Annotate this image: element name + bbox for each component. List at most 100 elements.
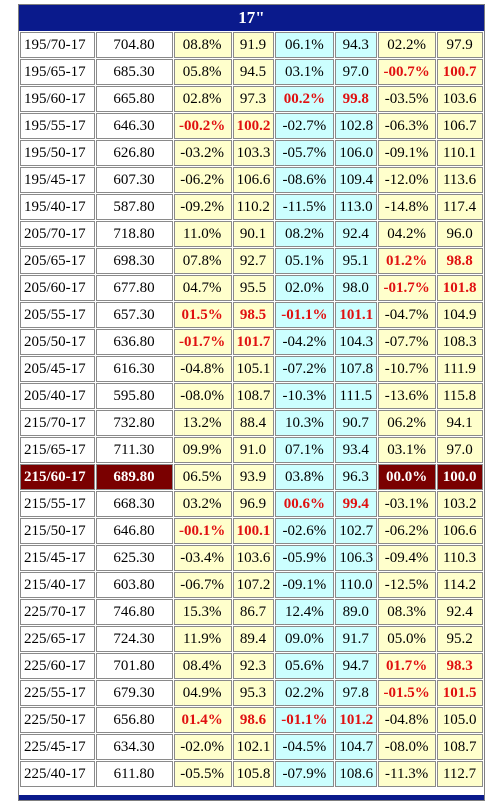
- cell-size: 225/40-17: [20, 761, 96, 787]
- table-row: 215/70-17 732.80 13.2% 88.4 10.3% 90.7 06.2% 94…: [20, 410, 483, 436]
- cell-c1: 11.9%: [173, 626, 232, 652]
- cell-c1: -00.2%: [173, 113, 232, 139]
- table-title: 17": [19, 5, 484, 31]
- cell-c4: 106.0: [335, 140, 378, 166]
- cell-c3: -07.2%: [275, 356, 335, 382]
- cell-price: 732.80: [96, 410, 173, 436]
- cell-size: 205/55-17: [20, 302, 96, 328]
- table-row: 205/40-17 595.80 -08.0% 108.7 -10.3% 111.5 -13…: [20, 383, 483, 409]
- cell-c6: 113.6: [437, 167, 483, 193]
- cell-c4: 89.0: [335, 599, 378, 625]
- cell-price: 646.30: [96, 113, 173, 139]
- cell-price: 636.80: [96, 329, 173, 355]
- cell-c4: 102.7: [335, 518, 378, 544]
- cell-c5: -03.1%: [378, 491, 437, 517]
- cell-price: 665.80: [96, 86, 173, 112]
- tire-size-table: 195/70-17 704.80 08.8% 91.9 06.1% 94.3 02.2% 97…: [19, 31, 484, 788]
- cell-c4: 91.7: [335, 626, 378, 652]
- cell-c1: -02.0%: [173, 734, 232, 760]
- cell-c1: -01.7%: [173, 329, 232, 355]
- cell-c1: -03.2%: [173, 140, 232, 166]
- cell-price: 746.80: [96, 599, 173, 625]
- cell-size: 205/50-17: [20, 329, 96, 355]
- cell-c4: 110.0: [335, 572, 378, 598]
- table-row: 205/65-17 698.30 07.8% 92.7 05.1% 95.1 01.2% 98…: [20, 248, 483, 274]
- cell-c2: 86.7: [232, 599, 275, 625]
- cell-size: 225/50-17: [20, 707, 96, 733]
- cell-price: 724.30: [96, 626, 173, 652]
- cell-c5: -11.3%: [378, 761, 437, 787]
- cell-c3: -09.1%: [275, 572, 335, 598]
- cell-c6: 104.9: [437, 302, 483, 328]
- cell-c6: 96.0: [437, 221, 483, 247]
- cell-c1: 01.5%: [173, 302, 232, 328]
- cell-c3: 00.6%: [275, 491, 335, 517]
- cell-size: 215/55-17: [20, 491, 96, 517]
- cell-c6: 98.8: [437, 248, 483, 274]
- cell-c4: 104.7: [335, 734, 378, 760]
- cell-c5: 01.2%: [378, 248, 437, 274]
- cell-c5: 00.0%: [378, 464, 437, 490]
- cell-c6: 117.4: [437, 194, 483, 220]
- cell-c4: 97.8: [335, 680, 378, 706]
- cell-size: 215/40-17: [20, 572, 96, 598]
- cell-c3: 02.0%: [275, 275, 335, 301]
- cell-c1: 06.5%: [173, 464, 232, 490]
- cell-c6: 103.6: [437, 86, 483, 112]
- cell-c6: 100.7: [437, 59, 483, 85]
- cell-c4: 96.3: [335, 464, 378, 490]
- cell-c3: 03.1%: [275, 59, 335, 85]
- cell-c4: 101.2: [335, 707, 378, 733]
- cell-c1: 09.9%: [173, 437, 232, 463]
- cell-c2: 100.1: [232, 518, 275, 544]
- cell-c5: -01.5%: [378, 680, 437, 706]
- cell-c1: -08.0%: [173, 383, 232, 409]
- cell-c4: 93.4: [335, 437, 378, 463]
- cell-size: 195/65-17: [20, 59, 96, 85]
- cell-c2: 107.2: [232, 572, 275, 598]
- cell-c6: 108.7: [437, 734, 483, 760]
- table-row: 195/55-17 646.30 -00.2% 100.2 -02.7% 102.8 -06…: [20, 113, 483, 139]
- cell-c3: -01.1%: [275, 302, 335, 328]
- cell-c2: 105.1: [232, 356, 275, 382]
- cell-c3: 05.6%: [275, 653, 335, 679]
- cell-size: 205/45-17: [20, 356, 96, 382]
- cell-size: 215/65-17: [20, 437, 96, 463]
- cell-c2: 92.7: [232, 248, 275, 274]
- cell-c2: 103.3: [232, 140, 275, 166]
- cell-c2: 100.2: [232, 113, 275, 139]
- cell-c5: -12.0%: [378, 167, 437, 193]
- cell-c2: 98.5: [232, 302, 275, 328]
- cell-c2: 91.0: [232, 437, 275, 463]
- cell-c2: 97.3: [232, 86, 275, 112]
- table-row: 195/65-17 685.30 05.8% 94.5 03.1% 97.0 -00.7% 1…: [20, 59, 483, 85]
- cell-c4: 94.3: [335, 32, 378, 58]
- cell-c6: 100.0: [437, 464, 483, 490]
- table-row: 195/70-17 704.80 08.8% 91.9 06.1% 94.3 02.2% 97…: [20, 32, 483, 58]
- cell-c1: -06.7%: [173, 572, 232, 598]
- cell-c6: 103.2: [437, 491, 483, 517]
- cell-c5: -01.7%: [378, 275, 437, 301]
- cell-c5: -04.7%: [378, 302, 437, 328]
- cell-size: 195/60-17: [20, 86, 96, 112]
- cell-c6: 101.5: [437, 680, 483, 706]
- tire-size-table-panel: 17" 195/70-17 704.80 08.8% 91.9 06.1% 94.3 02.…: [18, 4, 485, 801]
- cell-c5: -08.0%: [378, 734, 437, 760]
- cell-c6: 94.1: [437, 410, 483, 436]
- cell-price: 689.80: [96, 464, 173, 490]
- cell-size: 215/70-17: [20, 410, 96, 436]
- cell-c6: 95.2: [437, 626, 483, 652]
- cell-c1: 02.8%: [173, 86, 232, 112]
- cell-c1: 13.2%: [173, 410, 232, 436]
- cell-price: 718.80: [96, 221, 173, 247]
- cell-c6: 111.9: [437, 356, 483, 382]
- table-row: 215/60-17 689.80 06.5% 93.9 03.8% 96.3 00.0% 10…: [20, 464, 483, 490]
- table-footer-bar: [19, 795, 484, 800]
- cell-c4: 98.0: [335, 275, 378, 301]
- cell-c3: -07.9%: [275, 761, 335, 787]
- cell-c3: 05.1%: [275, 248, 335, 274]
- cell-c4: 108.6: [335, 761, 378, 787]
- cell-c4: 94.7: [335, 653, 378, 679]
- table-row: 205/70-17 718.80 11.0% 90.1 08.2% 92.4 04.2% 96…: [20, 221, 483, 247]
- table-row: 205/45-17 616.30 -04.8% 105.1 -07.2% 107.8 -10…: [20, 356, 483, 382]
